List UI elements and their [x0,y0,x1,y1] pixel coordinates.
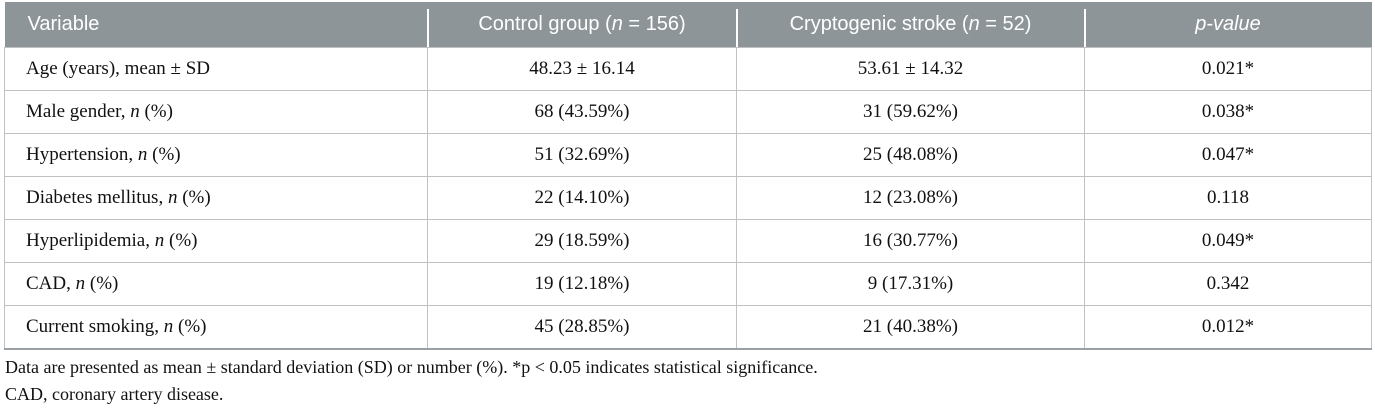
header-cell-control-group: Control group (n = 156) [426,2,737,48]
variable-label: (%) [164,230,198,251]
cell-p-value: 0.047* [1084,133,1372,177]
header-label: = 156) [622,13,686,35]
cell-stroke-value: 25 (48.08%) [736,133,1085,177]
cell-control-value: 29 (18.59%) [427,219,737,263]
cell-variable: CAD, n (%) [4,262,428,306]
cell-stroke-value: 53.61 ± 14.32 [736,47,1085,91]
cell-stroke-value: 31 (59.62%) [736,90,1085,134]
cell-p-value: 0.021* [1084,47,1372,91]
variable-label: (%) [85,273,119,294]
table-row-current-smoking: Current smoking, n (%) 45 (28.85%) 21 (4… [4,305,1372,350]
cell-p-value: 0.038* [1084,90,1372,134]
cell-p-value: 0.012* [1084,305,1372,350]
variable-label: Age (years), mean ± SD [26,58,211,79]
cell-control-value: 22 (14.10%) [427,176,737,220]
italic-n: n [611,13,623,35]
cell-control-value: 45 (28.85%) [427,305,737,350]
italic-n: n [75,273,86,294]
variable-label: CAD, [26,273,76,294]
table-footnotes: Data are presented as mean ± standard de… [5,355,1371,407]
cell-p-value: 0.342 [1084,262,1372,306]
cell-control-value: 51 (32.69%) [427,133,737,177]
baseline-characteristics-table: Variable Control group (n = 156) Cryptog… [4,2,1372,350]
variable-label: (%) [139,101,173,122]
table-row-male-gender: Male gender, n (%) 68 (43.59%) 31 (59.62… [4,90,1372,134]
cell-variable: Age (years), mean ± SD [4,47,428,91]
cell-variable: Hypertension, n (%) [4,133,428,177]
header-label: Cryptogenic stroke ( [789,13,969,35]
italic-n: n [968,13,980,35]
italic-n: n [167,187,178,208]
variable-label: Diabetes mellitus, [26,187,168,208]
variable-label: Hypertension, [26,144,138,165]
header-cell-variable: Variable [4,2,428,48]
header-cell-cryptogenic-stroke: Cryptogenic stroke (n = 52) [735,2,1085,48]
cell-variable: Hyperlipidemia, n (%) [4,219,428,263]
variable-label: Male gender, [26,101,131,122]
cell-control-value: 68 (43.59%) [427,90,737,134]
header-label-p-value: p-value [1195,13,1261,35]
cell-control-value: 48.23 ± 16.14 [427,47,737,91]
cell-stroke-value: 21 (40.38%) [736,305,1085,350]
italic-n: n [137,144,148,165]
variable-label: Hyperlipidemia, [26,230,155,251]
header-label: Variable [27,13,100,35]
header-row: Variable Control group (n = 156) Cryptog… [4,2,1372,48]
table-row-hypertension: Hypertension, n (%) 51 (32.69%) 25 (48.0… [4,133,1372,177]
cell-p-value: 0.118 [1084,176,1372,220]
italic-n: n [154,230,165,251]
cell-stroke-value: 12 (23.08%) [736,176,1085,220]
cell-variable: Male gender, n (%) [4,90,428,134]
footnote-data-presentation: Data are presented as mean ± standard de… [5,357,818,377]
header-cell-p-value: p-value [1083,2,1372,48]
italic-n: n [130,101,140,122]
table-row-hyperlipidemia: Hyperlipidemia, n (%) 29 (18.59%) 16 (30… [4,219,1372,263]
cell-variable: Diabetes mellitus, n (%) [4,176,428,220]
variable-label: (%) [173,316,207,337]
variable-label: Current smoking, [26,316,164,337]
cell-stroke-value: 16 (30.77%) [736,219,1085,263]
table-row-cad: CAD, n (%) 19 (12.18%) 9 (17.31%) 0.342 [4,262,1372,306]
cell-p-value: 0.049* [1084,219,1372,263]
footnote-abbreviation: CAD, coronary artery disease. [5,384,224,404]
variable-label: (%) [147,144,181,165]
variable-label: (%) [177,187,211,208]
italic-n: n [163,316,174,337]
header-label: Control group ( [478,13,612,35]
cell-variable: Current smoking, n (%) [4,305,428,350]
table-row-diabetes: Diabetes mellitus, n (%) 22 (14.10%) 12 … [4,176,1372,220]
cell-stroke-value: 9 (17.31%) [736,262,1085,306]
cell-control-value: 19 (12.18%) [427,262,737,306]
table-row-age: Age (years), mean ± SD 48.23 ± 16.14 53.… [4,47,1372,91]
header-label: = 52) [979,13,1032,35]
